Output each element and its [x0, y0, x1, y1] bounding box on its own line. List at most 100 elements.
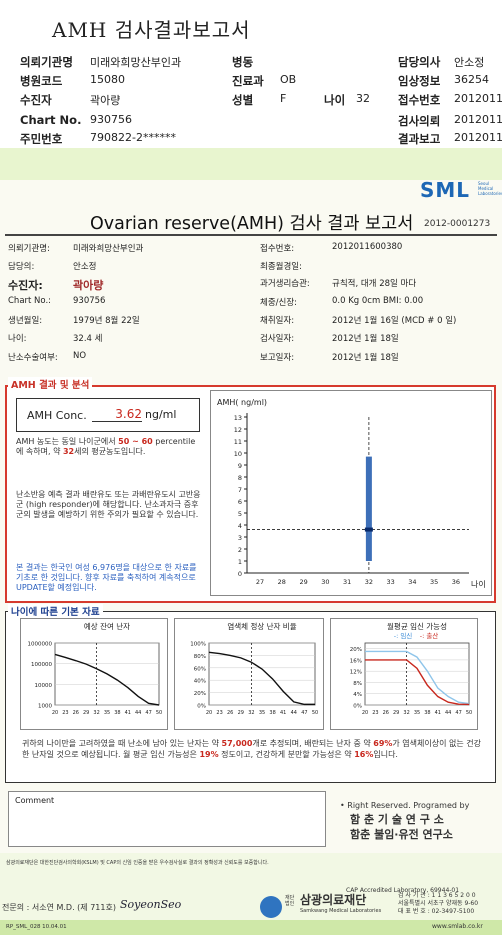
- header-label: 병원코드: [20, 74, 63, 88]
- info-label: 체중/신장:: [260, 298, 298, 308]
- y-tick-label: 11: [234, 438, 242, 446]
- info-label: 의뢰기관명:: [8, 244, 50, 254]
- foundation-small: 재단법인: [285, 895, 295, 907]
- header-label: 접수번호: [398, 93, 441, 107]
- x-tick-label: 44: [291, 710, 297, 716]
- amh-percentile-text: AMH 농도는 동일 나이군에서 50 ~ 60 percentile에 속하며…: [16, 437, 196, 456]
- x-tick-label: 35: [430, 578, 438, 586]
- header-value: 20120116: [454, 92, 502, 105]
- header-row: Chart No. 930756 검사의뢰 20120116: [0, 113, 502, 130]
- x-tick-label: 26: [383, 710, 389, 716]
- x-tick-label: 38: [269, 710, 275, 716]
- y-tick-label: 0%: [197, 704, 206, 710]
- y-tick-label: 20%: [350, 647, 362, 653]
- report-top-band: [0, 148, 502, 180]
- y-tick-label: 3: [238, 534, 242, 542]
- x-tick-label: 31: [343, 578, 351, 586]
- header-label: 진료과: [232, 74, 264, 88]
- y-tick-label: 60%: [194, 666, 206, 672]
- eggs-chart-frame: 예상 잔여 난자 1000 10000 100000 1000000 20 23 26 29 32…: [20, 618, 168, 730]
- patient-amh-point: [364, 527, 373, 532]
- document-title: AMH 검사결과보고서: [52, 18, 251, 42]
- age-section-title: 나이에 따른 기본 자료: [8, 604, 103, 618]
- x-tick-label: 29: [299, 578, 307, 586]
- info-value: 32.4 세: [73, 334, 103, 344]
- header-value: 안소정: [454, 56, 485, 69]
- pregnancy-chart: 월평균 임신 가능성-: 임신 -: 출산 0% 4% 8% 12% 16% 20% 20 23 2…: [350, 621, 472, 716]
- amh-conc-box: AMH Conc. 3.62 ng/ml: [16, 398, 200, 432]
- divider: [5, 234, 497, 236]
- x-tick-label: 50: [466, 710, 472, 716]
- header-label: 주민번호: [20, 132, 63, 146]
- header-value: 곽아량: [90, 94, 121, 107]
- header-row: 주민번호 790822-2****** 결과보고 20120118: [0, 131, 502, 148]
- y-tick-label: 100%: [190, 642, 206, 648]
- info-label: 나이:: [8, 334, 27, 344]
- footer-strip: [0, 920, 502, 935]
- info-value: 규칙적, 대개 28일 마다: [332, 279, 417, 289]
- x-tick-label: 47: [455, 710, 461, 716]
- x-tick-label: 44: [135, 710, 141, 716]
- info-label: 담당의:: [8, 262, 35, 272]
- info-label: 채취일자:: [260, 316, 295, 326]
- y-tick-label: 9: [238, 462, 242, 470]
- rights-text: • Right Reserved. Programed by: [340, 801, 470, 810]
- foundation-name: 삼광의료재단: [300, 893, 367, 907]
- x-tick-label: 32: [93, 710, 99, 716]
- y-tick-label: 1000: [38, 704, 52, 710]
- amh-conc-label: AMH Conc.: [27, 409, 87, 422]
- header-value: 36254: [454, 73, 489, 86]
- info-value: NO: [73, 351, 87, 361]
- y-tick-label: 80%: [194, 654, 206, 660]
- header-value: 미래와희망산부인과: [90, 56, 182, 69]
- header-label: 의뢰기관명: [20, 55, 73, 69]
- x-tick-label: 29: [83, 710, 89, 716]
- amh-conc-value: 3.62: [92, 407, 142, 422]
- info-label: 보고일자:: [260, 353, 295, 363]
- x-tick-label: 32: [248, 710, 254, 716]
- info-label: 최종월경일:: [260, 262, 302, 272]
- header-value: 20120116: [454, 113, 502, 126]
- info-label: 난소수술여부:: [8, 353, 58, 363]
- y-tick-label: 10: [234, 450, 242, 458]
- header-value: 20120118: [454, 131, 502, 144]
- institute-name-2: 함춘 불임·유전 연구소: [350, 828, 453, 841]
- x-tick-label: 47: [301, 710, 307, 716]
- report-sheet: SML Seoul Medical Laboratories Ovarian r…: [0, 148, 502, 935]
- sml-logo: SML: [420, 178, 471, 202]
- amh-chart-title: AMH( ng/ml): [217, 398, 267, 407]
- x-tick-label: 38: [424, 710, 430, 716]
- y-tick-label: 1: [238, 558, 242, 566]
- x-axis-label: 나이: [471, 579, 486, 589]
- x-tick-label: 20: [52, 710, 58, 716]
- amh-chart-frame: AMH( ng/ml) 0 1 2 3 4 5 6 7 8 9 10 11 12 13 27 28 29 30 31 3…: [210, 390, 492, 596]
- amh-data-note: 본 결과는 한국인 여성 6,976명을 대상으로 한 자료를 기초로 한 것입…: [16, 563, 197, 592]
- y-tick-label: 12%: [350, 670, 362, 676]
- pregnancy-chart-frame: 월평균 임신 가능성 -: 임신 -: 출산 0% 4% 8% 12% 16% 20% 20 23 2…: [330, 618, 478, 730]
- series-line: [365, 650, 470, 705]
- x-tick-label: 20: [206, 710, 212, 716]
- header-label: 결과보고: [398, 132, 441, 146]
- legend-birth: -: 출산: [420, 631, 439, 640]
- plot-border: [208, 642, 316, 706]
- y-tick-label: 2: [238, 546, 242, 554]
- sml-logo-subtitle: Seoul Medical Laboratories: [478, 181, 502, 196]
- x-tick-label: 23: [372, 710, 378, 716]
- amh-section-title: AMH 결과 및 분석: [8, 377, 93, 391]
- series-line: [208, 651, 315, 706]
- y-tick-label: 8%: [353, 681, 362, 687]
- comment-label: Comment: [15, 796, 55, 805]
- x-tick-label: 41: [435, 710, 441, 716]
- x-tick-label: 41: [125, 710, 131, 716]
- header-label: 병동: [232, 55, 254, 69]
- y-tick-label: 100000: [31, 662, 52, 668]
- y-tick-label: 13: [234, 414, 242, 422]
- x-tick-label: 35: [259, 710, 265, 716]
- x-tick-label: 47: [145, 710, 151, 716]
- info-label: 접수번호:: [260, 244, 295, 254]
- info-value: 2012년 1월 16일 (MCD # 0 일): [332, 316, 457, 326]
- header-value: 15080: [90, 73, 125, 86]
- x-tick-label: 20: [362, 710, 368, 716]
- y-tick-label: 4: [238, 522, 242, 530]
- chromosome-chart: 염색체 정상 난자 비율 0% 20% 40% 60% 80% 100% 20 23 26 29 32…: [190, 621, 318, 716]
